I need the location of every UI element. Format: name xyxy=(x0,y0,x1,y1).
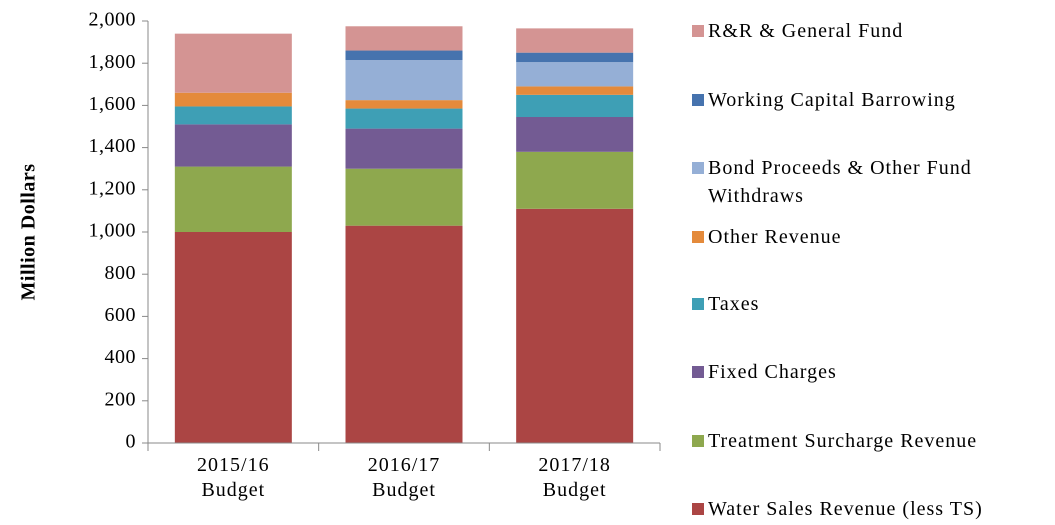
bar-segment xyxy=(516,117,634,152)
legend-label: Water Sales Revenue (less TS) xyxy=(708,498,983,520)
bar-segment xyxy=(516,62,634,87)
legend-swatch xyxy=(692,366,704,378)
legend-label: Bond Proceeds & Other Fund Withdraws xyxy=(708,157,972,207)
y-tick-label: 1,200 xyxy=(89,177,137,199)
x-tick-label: 2017/18 Budget xyxy=(538,454,611,501)
legend-label: R&R & General Fund xyxy=(708,20,904,42)
legend-label: Working Capital Barrowing xyxy=(708,89,956,111)
x-tick-label: 2016/17 Budget xyxy=(367,454,441,501)
legend-label: Treatment Surcharge Revenue xyxy=(708,430,978,452)
bar-segment xyxy=(174,33,292,93)
bar-segment xyxy=(174,124,292,167)
legend-swatch xyxy=(692,231,704,243)
y-tick-label: 1,400 xyxy=(89,135,137,157)
legend-label: Taxes xyxy=(708,293,760,315)
bar-segment xyxy=(516,94,634,118)
bar-segment xyxy=(174,232,292,443)
bar-segment xyxy=(516,28,634,53)
legend-swatch xyxy=(692,25,704,37)
bar-segment xyxy=(174,106,292,125)
bar-segment xyxy=(345,128,463,169)
legend-label: Other Revenue xyxy=(708,226,842,248)
bar-segment xyxy=(345,225,463,443)
legend-swatch xyxy=(692,435,704,447)
y-tick-label: 200 xyxy=(105,388,137,410)
bar-segment xyxy=(516,52,634,63)
bar-segment xyxy=(345,168,463,226)
y-tick-label: 600 xyxy=(105,304,137,326)
bar-segment xyxy=(516,208,634,443)
y-tick-label: 1,000 xyxy=(89,220,137,242)
y-tick-label: 1,800 xyxy=(89,51,137,73)
x-tick-label: 2015/16 Budget xyxy=(197,454,270,501)
legend-label: Fixed Charges xyxy=(708,361,837,383)
y-tick-label: 1,600 xyxy=(89,93,137,115)
legend-swatch xyxy=(692,298,704,310)
y-tick-label: 2,000 xyxy=(89,9,137,31)
legend-swatch xyxy=(692,503,704,515)
y-tick-label: 0 xyxy=(126,431,137,453)
bar-segment xyxy=(345,50,463,61)
legend-swatch xyxy=(692,162,704,174)
bar-segment xyxy=(345,108,463,129)
bar-segment xyxy=(345,26,463,51)
y-tick-label: 400 xyxy=(105,346,137,368)
legend-swatch xyxy=(692,94,704,106)
bar-segment xyxy=(345,60,463,101)
bar-segment xyxy=(516,151,634,209)
bar-segment xyxy=(345,100,463,109)
y-axis-label: Million Dollars xyxy=(18,164,40,301)
bar-segment xyxy=(174,166,292,232)
y-tick-label: 800 xyxy=(105,262,137,284)
bar-segment xyxy=(516,86,634,95)
bar-segment xyxy=(174,92,292,107)
